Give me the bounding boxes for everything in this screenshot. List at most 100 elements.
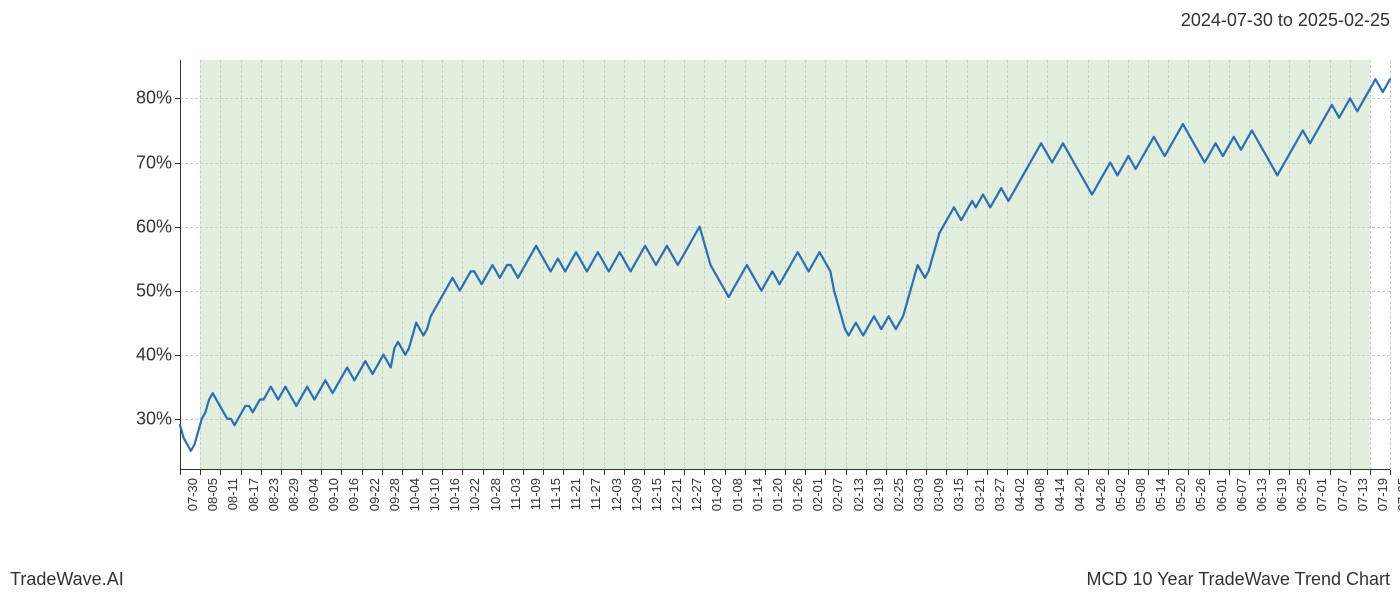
x-tick-mark [483, 470, 484, 475]
x-tick-label: 06-01 [1214, 478, 1229, 511]
brand-label: TradeWave.AI [10, 569, 124, 590]
x-tick-label: 08-11 [225, 478, 240, 510]
x-tick-mark [1188, 470, 1189, 475]
x-tick-label: 11-27 [588, 478, 603, 510]
x-tick-mark [604, 470, 605, 475]
x-tick-mark [987, 470, 988, 475]
x-tick-mark [321, 470, 322, 475]
x-tick-mark [341, 470, 342, 475]
x-tick-label: 08-29 [286, 478, 301, 511]
x-tick-mark [886, 470, 887, 475]
x-tick-label: 02-25 [891, 478, 906, 511]
x-tick-label: 05-20 [1173, 478, 1188, 511]
x-tick-mark [1269, 470, 1270, 475]
x-tick-mark [1390, 470, 1391, 475]
x-tick-mark [765, 470, 766, 475]
x-tick-label: 07-30 [185, 478, 200, 511]
x-tick-label: 04-08 [1032, 478, 1047, 511]
x-tick-mark [422, 470, 423, 475]
x-tick-label: 01-14 [750, 478, 765, 511]
x-tick-mark [1007, 470, 1008, 475]
date-range-label: 2024-07-30 to 2025-02-25 [1181, 10, 1390, 31]
x-tick-mark [1168, 470, 1169, 475]
grid-line-v [1390, 60, 1391, 470]
y-tick-mark [175, 355, 180, 356]
x-tick-mark [745, 470, 746, 475]
x-tick-mark [1148, 470, 1149, 475]
y-tick-label: 60% [112, 216, 172, 237]
x-tick-label: 06-13 [1254, 478, 1269, 511]
x-tick-label: 10-04 [407, 478, 422, 511]
x-tick-label: 06-07 [1234, 478, 1249, 511]
x-tick-mark [563, 470, 564, 475]
x-tick-mark [805, 470, 806, 475]
x-tick-label: 09-16 [346, 478, 361, 511]
x-tick-label: 08-05 [205, 478, 220, 511]
x-tick-label: 07-13 [1355, 478, 1370, 511]
x-tick-mark [1370, 470, 1371, 475]
x-tick-mark [684, 470, 685, 475]
x-tick-label: 07-01 [1314, 478, 1329, 511]
x-tick-mark [200, 470, 201, 475]
x-tick-label: 06-19 [1274, 478, 1289, 511]
x-tick-mark [624, 470, 625, 475]
y-tick-label: 70% [112, 152, 172, 173]
x-tick-label: 12-03 [609, 478, 624, 511]
x-tick-mark [825, 470, 826, 475]
x-tick-mark [1209, 470, 1210, 475]
x-tick-label: 12-09 [629, 478, 644, 511]
x-tick-label: 12-27 [689, 478, 704, 511]
x-tick-mark [946, 470, 947, 475]
x-tick-label: 10-28 [488, 478, 503, 511]
x-tick-mark [906, 470, 907, 475]
x-tick-mark [583, 470, 584, 475]
x-tick-label: 06-25 [1294, 478, 1309, 511]
x-tick-label: 05-08 [1133, 478, 1148, 511]
x-tick-label: 02-13 [851, 478, 866, 511]
x-tick-label: 04-26 [1093, 478, 1108, 511]
x-tick-mark [462, 470, 463, 475]
x-tick-label: 10-22 [467, 478, 482, 511]
x-tick-mark [644, 470, 645, 475]
x-tick-mark [704, 470, 705, 475]
x-tick-label: 11-21 [568, 478, 583, 510]
x-tick-label: 07-07 [1335, 478, 1350, 511]
x-tick-mark [1027, 470, 1028, 475]
trend-line [180, 60, 1390, 470]
x-tick-label: 03-09 [931, 478, 946, 511]
x-tick-mark [523, 470, 524, 475]
y-tick-label: 40% [112, 344, 172, 365]
x-tick-mark [503, 470, 504, 475]
x-tick-mark [261, 470, 262, 475]
x-tick-label: 01-20 [770, 478, 785, 511]
y-tick-mark [175, 98, 180, 99]
y-tick-mark [175, 227, 180, 228]
x-tick-label: 04-14 [1052, 478, 1067, 511]
x-tick-mark [220, 470, 221, 475]
x-tick-mark [402, 470, 403, 475]
x-tick-label: 05-02 [1113, 478, 1128, 511]
x-tick-label: 03-15 [951, 478, 966, 511]
x-tick-mark [1088, 470, 1089, 475]
x-tick-mark [1350, 470, 1351, 475]
x-tick-mark [241, 470, 242, 475]
x-tick-label: 02-01 [810, 478, 825, 511]
x-tick-mark [846, 470, 847, 475]
x-tick-label: 11-03 [508, 478, 523, 510]
x-tick-label: 01-26 [790, 478, 805, 511]
x-tick-label: 04-02 [1012, 478, 1027, 511]
x-tick-mark [382, 470, 383, 475]
x-tick-label: 11-15 [548, 478, 563, 510]
x-tick-label: 09-04 [306, 478, 321, 511]
y-tick-label: 50% [112, 280, 172, 301]
x-tick-mark [362, 470, 363, 475]
x-tick-mark [926, 470, 927, 475]
x-tick-mark [1128, 470, 1129, 475]
x-tick-mark [1229, 470, 1230, 475]
x-tick-label: 08-17 [246, 478, 261, 511]
x-tick-mark [1047, 470, 1048, 475]
x-tick-label: 09-28 [387, 478, 402, 511]
y-tick-label: 80% [112, 88, 172, 109]
y-tick-mark [175, 163, 180, 164]
y-tick-mark [175, 419, 180, 420]
